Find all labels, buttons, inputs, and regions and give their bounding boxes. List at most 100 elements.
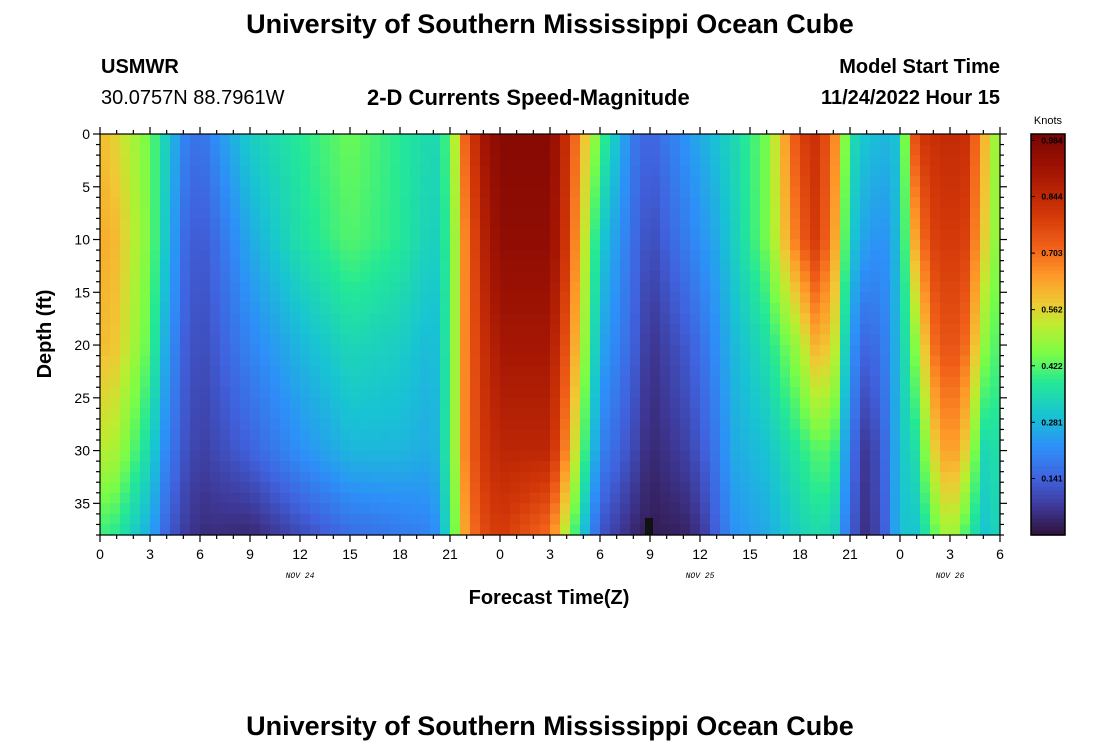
heatmap-cell: [730, 429, 741, 441]
heatmap-cell: [910, 292, 921, 304]
heatmap-cell: [150, 461, 161, 473]
heatmap-cell: [390, 397, 401, 409]
heatmap-cell: [650, 197, 661, 209]
heatmap-cell: [650, 387, 661, 399]
heatmap-cell: [890, 176, 901, 188]
heatmap-cell: [400, 524, 411, 536]
heatmap-cell: [330, 250, 341, 262]
heatmap-cell: [230, 250, 241, 262]
heatmap-cell: [960, 323, 971, 336]
heatmap-cell: [160, 387, 171, 399]
heatmap-cell: [560, 461, 571, 473]
heatmap-cell: [540, 313, 551, 325]
heatmap-cell: [770, 218, 781, 230]
heatmap-cell: [570, 513, 581, 526]
heatmap-cell: [760, 323, 771, 336]
heatmap-cell: [900, 408, 911, 420]
colorbar-segment: [1031, 206, 1065, 211]
heatmap-cell: [100, 376, 111, 388]
heatmap-cell: [170, 176, 181, 188]
heatmap-cell: [610, 271, 621, 283]
heatmap-cell: [400, 366, 411, 378]
heatmap-cell: [630, 524, 641, 536]
heatmap-cell: [950, 450, 961, 462]
heatmap-cell: [150, 228, 161, 241]
heatmap-cell: [740, 281, 751, 293]
heatmap-cell: [930, 461, 941, 473]
heatmap-cell: [260, 313, 271, 325]
x-tick-label: 15: [742, 546, 758, 562]
heatmap-cell: [110, 313, 121, 325]
heatmap-cell: [640, 302, 651, 314]
heatmap-cell: [580, 144, 591, 156]
heatmap-cell: [580, 366, 591, 378]
heatmap-cell: [590, 524, 601, 536]
heatmap-cell: [330, 197, 341, 209]
heatmap-cell: [830, 176, 841, 188]
heatmap-cell: [560, 302, 571, 314]
heatmap-cell: [930, 165, 941, 177]
heatmap-cell: [200, 440, 211, 452]
heatmap-cell: [430, 302, 441, 314]
heatmap-cell: [480, 176, 491, 188]
heatmap-cell: [440, 334, 451, 346]
heatmap-cell: [730, 323, 741, 336]
heatmap-cell: [550, 155, 561, 167]
heatmap-cell: [300, 218, 311, 230]
heatmap-cell: [240, 503, 251, 515]
heatmap-cell: [730, 302, 741, 314]
heatmap-cell: [130, 323, 141, 336]
heatmap-cell: [290, 292, 301, 304]
heatmap-cell: [260, 345, 271, 357]
heatmap-cell: [860, 302, 871, 314]
heatmap-cell: [990, 186, 1001, 198]
heatmap-cell: [880, 355, 891, 367]
heatmap-cell: [870, 471, 881, 483]
heatmap-cell: [600, 144, 611, 156]
heatmap-cell: [800, 197, 811, 209]
heatmap-cell: [330, 207, 341, 220]
heatmap-cell: [190, 461, 201, 473]
heatmap-cell: [350, 134, 361, 146]
heatmap-cell: [610, 471, 621, 483]
heatmap-cell: [670, 492, 681, 504]
heatmap-cell: [790, 228, 801, 241]
heatmap-cell: [500, 186, 511, 198]
heatmap-cell: [360, 503, 371, 515]
heatmap-cell: [290, 450, 301, 462]
heatmap-cell: [590, 207, 601, 220]
heatmap-cell: [830, 524, 841, 536]
heatmap-cell: [420, 144, 431, 156]
heatmap-cell: [710, 155, 721, 167]
heatmap-cell: [430, 503, 441, 515]
heatmap-cell: [350, 197, 361, 209]
heatmap-cell: [500, 271, 511, 283]
colorbar-segment: [1031, 330, 1065, 336]
heatmap-cell: [710, 482, 721, 494]
heatmap-cell: [700, 492, 711, 504]
colorbar-segment: [1031, 190, 1065, 195]
heatmap-cell: [560, 524, 571, 536]
heatmap-cell: [730, 418, 741, 431]
heatmap-cell: [650, 218, 661, 230]
heatmap-cell: [720, 292, 731, 304]
heatmap-cell: [660, 197, 671, 209]
heatmap-cell: [220, 397, 231, 409]
heatmap-cell: [350, 323, 361, 336]
heatmap-cell: [470, 482, 481, 494]
heatmap-cell: [270, 366, 281, 378]
heatmap-cell: [580, 250, 591, 262]
heatmap-cell: [420, 228, 431, 241]
heatmap-cell: [590, 513, 601, 526]
heatmap-cell: [530, 524, 541, 536]
heatmap-cell: [610, 165, 621, 177]
heatmap-cell: [780, 176, 791, 188]
heatmap-cell: [420, 292, 431, 304]
heatmap-cell: [990, 482, 1001, 494]
heatmap-cell: [450, 513, 461, 526]
heatmap-cell: [890, 281, 901, 293]
colorbar-segment: [1031, 178, 1065, 183]
heatmap-cell: [460, 134, 471, 146]
heatmap-cell: [160, 260, 171, 272]
heatmap-cell: [900, 260, 911, 272]
